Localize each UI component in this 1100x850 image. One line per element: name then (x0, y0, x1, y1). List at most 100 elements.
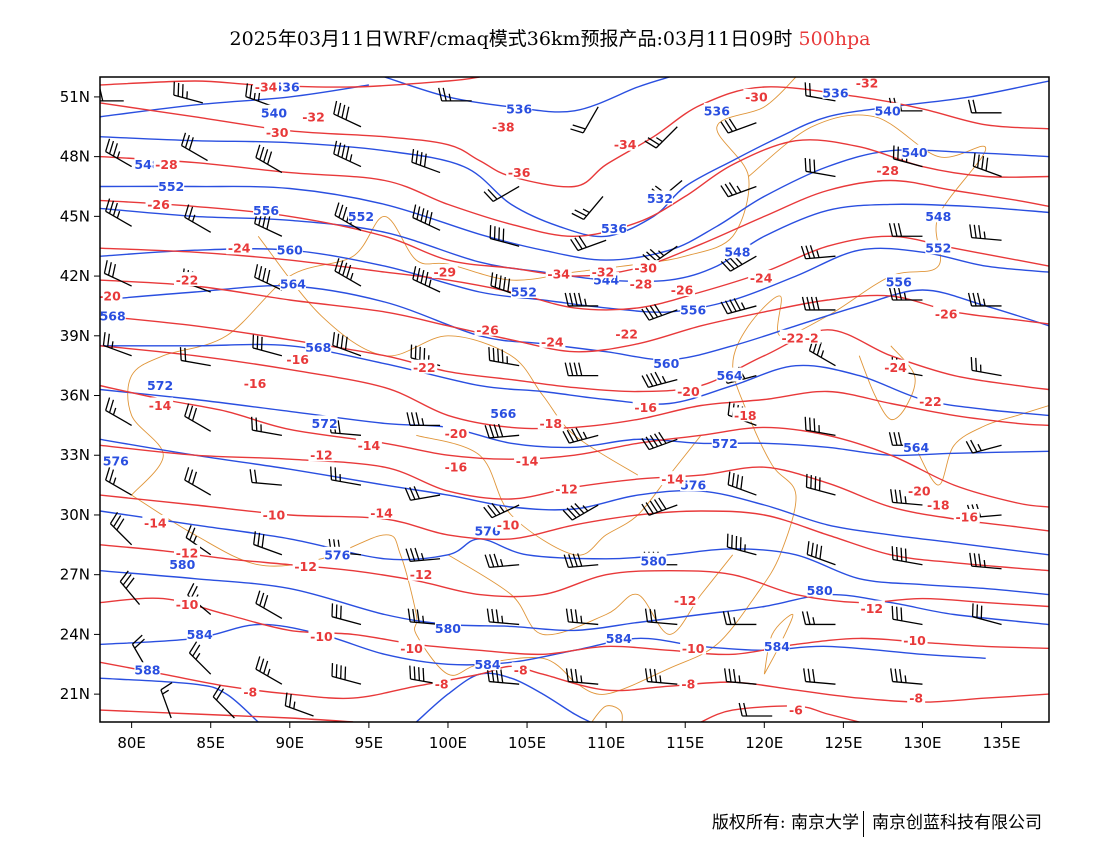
height-label-bg (724, 244, 751, 259)
lat-tick-label: 42N (60, 267, 90, 285)
temperature-label-bg (802, 329, 821, 344)
temperature-label-bg (874, 162, 901, 177)
temperature-label: -26 (147, 197, 170, 212)
temperature-label: -24 (228, 241, 251, 256)
footer: 版权所有: 南京大学 南京创蓝科技有限公司 (712, 808, 1042, 837)
height-label-bg (874, 102, 901, 117)
height-label: 564 (903, 440, 929, 455)
wind-barb (188, 641, 212, 675)
temperature-label-bg (153, 156, 180, 171)
wind-barb (563, 553, 599, 568)
temperature-contour (100, 279, 1049, 353)
height-contour (100, 343, 1049, 417)
temperature-label-bg (511, 662, 530, 677)
temperature-contour-layer (100, 77, 1049, 722)
height-label: 556 (680, 302, 706, 317)
height-label: 584 (187, 627, 213, 642)
temperature-label-bg (411, 359, 438, 374)
height-label-bg (490, 405, 517, 420)
wind-barb (252, 334, 283, 357)
temperature-label-bg (514, 453, 541, 468)
temperature-label: -34 (614, 137, 637, 152)
wind-barb (565, 608, 599, 626)
height-label-bg (822, 84, 849, 99)
height-label-bg (347, 208, 374, 223)
wind-barb (801, 611, 836, 626)
temperature-label: -34 (255, 79, 278, 94)
wind-barb (724, 668, 757, 685)
temperature-label-bg (260, 506, 287, 521)
wind-barb (411, 148, 441, 174)
wind-barb (970, 357, 1002, 377)
height-label: 560 (277, 243, 303, 258)
lat-tick-label: 33N (60, 446, 90, 464)
border-line (914, 405, 1049, 486)
height-label: 580 (807, 583, 833, 598)
height-label-bg (253, 202, 280, 217)
height-label-bg (100, 307, 126, 322)
temperature-contour (100, 384, 1049, 508)
temperature-contour (100, 709, 354, 722)
wind-barb (571, 196, 604, 221)
temperature-label: -2 (805, 330, 819, 345)
temperature-label-bg (145, 196, 172, 211)
wind-barb (804, 416, 836, 436)
wind-barb (334, 258, 362, 287)
border-line (257, 236, 639, 476)
company-text: 南京创蓝科技有限公司 (872, 813, 1042, 833)
temperature-label: -10 (682, 641, 705, 656)
height-label-bg (885, 274, 912, 289)
temperature-label-bg (284, 351, 311, 366)
wind-barb (891, 605, 923, 626)
height-label: 572 (712, 436, 738, 451)
wind-barb (570, 235, 607, 252)
height-label: 548 (925, 209, 951, 224)
temperature-label-bg (442, 459, 469, 474)
wind-barb (119, 570, 141, 605)
height-label: 536 (601, 221, 627, 236)
temperature-label: -20 (98, 288, 121, 303)
wind-barb (405, 547, 441, 563)
temperature-label: -32 (856, 75, 879, 90)
temperature-label: -28 (630, 277, 653, 292)
wind-barb (180, 132, 208, 162)
height-label: 552 (348, 209, 374, 224)
wind-barb (971, 603, 1002, 626)
wind-barb (255, 656, 283, 685)
height-label-bg (806, 582, 833, 597)
height-label: 552 (511, 285, 537, 300)
temperature-label: -6 (789, 703, 803, 718)
wind-barb (888, 223, 923, 237)
lat-tick-label: 21N (60, 685, 90, 703)
temperature-label-bg (672, 592, 699, 607)
temperature-label: -28 (155, 157, 178, 172)
temperature-label-bg (173, 596, 200, 611)
height-label-bg (434, 620, 461, 635)
temperature-label: -30 (745, 89, 768, 104)
temperature-label: -12 (555, 482, 578, 497)
wind-barb (331, 603, 362, 626)
height-label: 560 (653, 356, 679, 371)
height-label: 588 (134, 663, 160, 678)
lon-tick-label: 95E (355, 734, 384, 752)
temperature-label: -16 (445, 460, 468, 475)
height-label: 580 (435, 621, 461, 636)
temperature-label: -18 (539, 416, 562, 431)
temperature-label-bg (743, 88, 770, 103)
temperature-label-bg (953, 508, 980, 523)
height-label: 556 (253, 203, 279, 218)
temperature-label-bg (398, 640, 425, 655)
wind-barb (249, 469, 282, 486)
temperature-label-bg (474, 321, 501, 336)
temperature-label-bg (906, 483, 933, 498)
height-label-bg (510, 284, 537, 298)
wind-barb (105, 138, 132, 168)
wind-barb (160, 682, 173, 719)
wind-barb (179, 347, 211, 367)
wind-barb (254, 264, 283, 291)
temperature-label: -16 (244, 376, 267, 391)
wind-barb (173, 81, 203, 104)
temperature-label-bg (308, 628, 335, 643)
wind-barb (644, 608, 678, 626)
temperature-label: -26 (671, 283, 694, 298)
